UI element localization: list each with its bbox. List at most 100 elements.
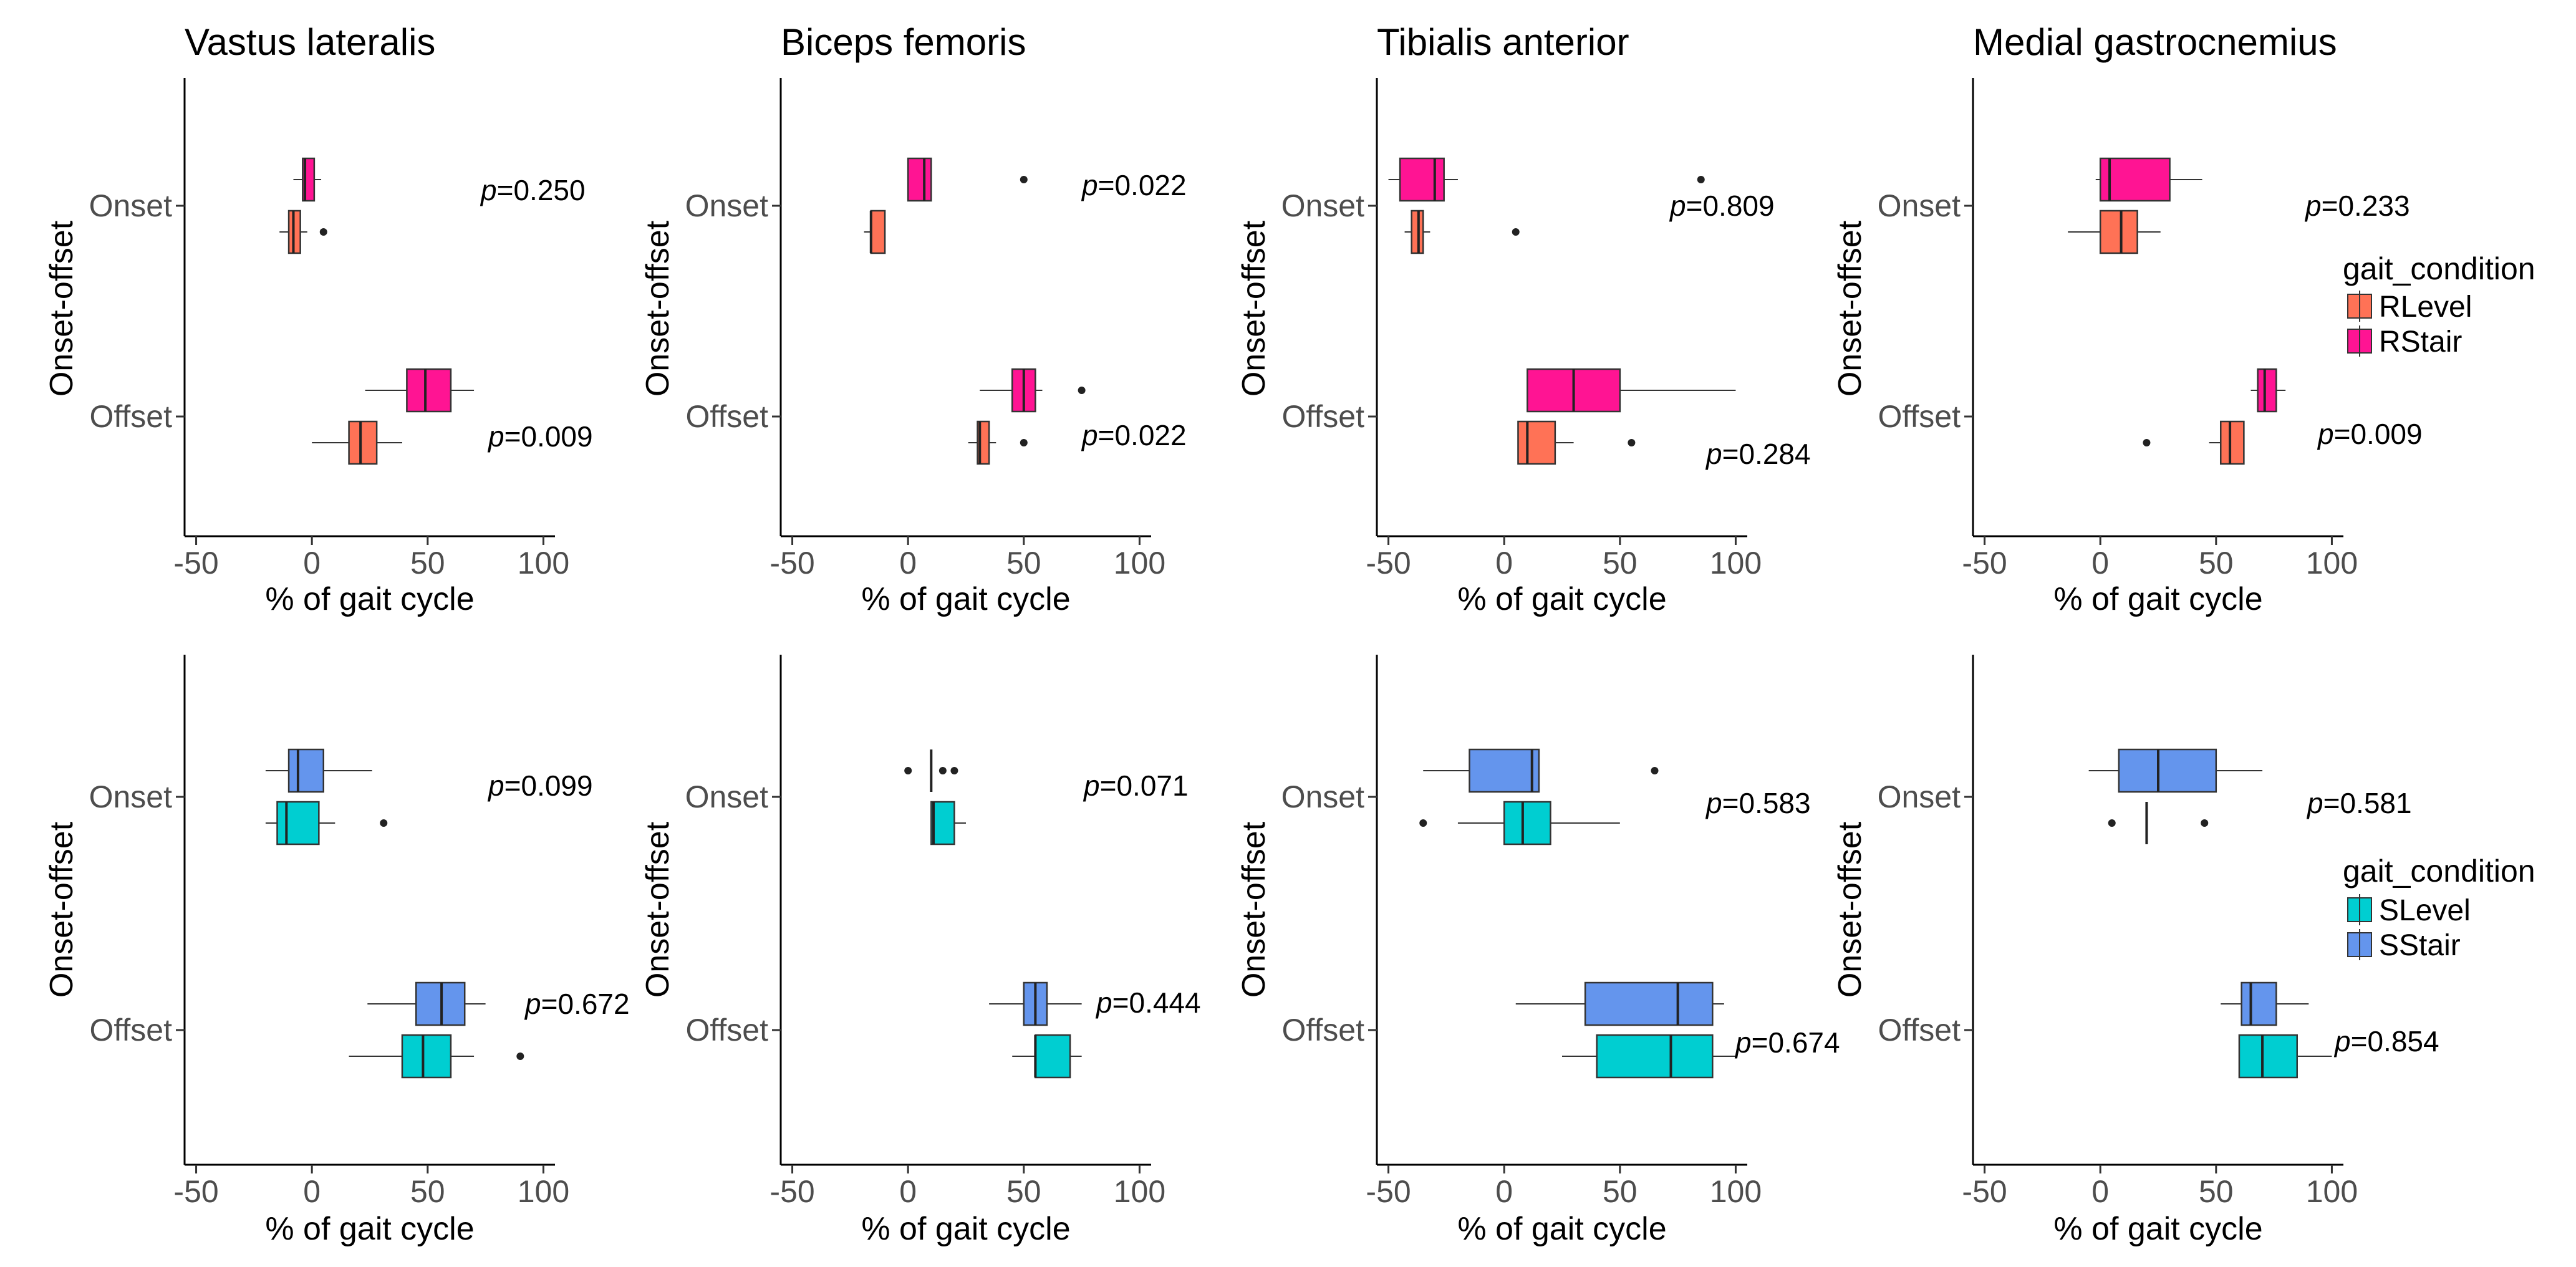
box-iqr xyxy=(2099,210,2138,254)
p-symbol: p xyxy=(1081,419,1098,451)
panel-1-1: -50 0 50 100 % of gait cycle Onset-offset Onse… xyxy=(640,655,1201,1247)
panel-title: Medial gastrocnemius xyxy=(1973,21,2337,63)
y-axis-title: Onset-offset xyxy=(1236,220,1272,397)
x-tick-label: 50 xyxy=(410,1174,445,1209)
x-tick-label: 0 xyxy=(1495,546,1513,581)
outlier-point xyxy=(319,228,327,236)
y-category-label-offset: Offset xyxy=(90,399,173,434)
p-value: =0.022 xyxy=(1098,419,1187,451)
p-value: =0.009 xyxy=(2334,418,2423,450)
box-RStair xyxy=(2250,368,2286,413)
x-tick-label: 0 xyxy=(1495,1174,1513,1209)
p-value-label-offset: p=0.444 xyxy=(1095,986,1201,1019)
x-tick-label: 100 xyxy=(1114,546,1165,581)
outlier-point xyxy=(516,1053,524,1060)
box-iqr xyxy=(1035,1034,1071,1079)
p-value: =0.583 xyxy=(1722,787,1811,819)
y-category-label-onset: Onset xyxy=(1281,779,1365,814)
box-SLevel xyxy=(349,1034,524,1079)
p-symbol: p xyxy=(1095,986,1112,1019)
p-value: =0.099 xyxy=(504,769,593,802)
box-iqr xyxy=(2241,981,2277,1026)
y-category-label-offset: Offset xyxy=(686,1013,769,1048)
box-RStair xyxy=(365,368,475,413)
panel-1-2: -50 0 50 100 % of gait cycle Onset-offset Onse… xyxy=(1236,655,1840,1247)
y-category-label-onset: Onset xyxy=(1878,188,1961,223)
box-SLevel xyxy=(1012,1034,1082,1079)
legend-label: SLevel xyxy=(2379,894,2471,927)
x-axis-title: % of gait cycle xyxy=(861,581,1070,617)
box-SStair xyxy=(367,981,486,1026)
x-tick-label: 100 xyxy=(1710,546,1762,581)
outlier-point xyxy=(2108,819,2116,827)
x-tick-label: -50 xyxy=(1366,1174,1411,1209)
x-tick-label: 50 xyxy=(1603,546,1638,581)
box-RStair xyxy=(2095,157,2202,202)
box-iqr xyxy=(870,210,886,254)
p-symbol: p xyxy=(1083,769,1100,802)
y-category-label-onset: Onset xyxy=(89,779,173,814)
p-symbol: p xyxy=(2333,1025,2351,1057)
panel-0-2: Tibialis anterior -50 0 50 100 % of gait cycl… xyxy=(1236,21,1811,617)
outlier-point xyxy=(2201,819,2209,827)
box-iqr xyxy=(401,1034,452,1079)
legend-label: RStair xyxy=(2379,325,2462,359)
y-category-label-onset: Onset xyxy=(1281,188,1365,223)
x-tick-label: 100 xyxy=(518,1174,569,1209)
p-value-label-offset: p=0.672 xyxy=(524,988,630,1020)
box-iqr xyxy=(276,801,320,845)
p-value: =0.022 xyxy=(1098,169,1187,201)
box-iqr xyxy=(2257,368,2277,413)
p-symbol: p xyxy=(2304,190,2322,222)
panel-title: Biceps femoris xyxy=(781,21,1026,63)
box-SStair xyxy=(2221,981,2309,1026)
outlier-point xyxy=(2143,439,2151,446)
box-SStair xyxy=(1423,748,1659,793)
y-category-label-offset: Offset xyxy=(1282,1013,1365,1048)
box-iqr xyxy=(907,157,932,202)
box-iqr xyxy=(1399,157,1445,202)
y-category-label-onset: Onset xyxy=(685,779,769,814)
box-iqr xyxy=(2238,1034,2298,1079)
box-RLevel xyxy=(2068,210,2161,254)
p-value-label-onset: p=0.233 xyxy=(2304,190,2410,222)
box-SLevel xyxy=(1419,801,1620,845)
panel-1-3: -50 0 50 100 % of gait cycle Onset-offset Onse… xyxy=(1832,655,2439,1247)
box-RLevel xyxy=(1517,420,1636,465)
y-axis-title: Onset-offset xyxy=(44,220,80,397)
p-value-label-onset: p=0.581 xyxy=(2306,787,2412,819)
outlier-point xyxy=(1078,387,1086,394)
x-tick-label: -50 xyxy=(1962,546,2007,581)
p-value-label-offset: p=0.009 xyxy=(487,420,593,453)
legend-title: gait_condition xyxy=(2343,854,2535,889)
box-RStair xyxy=(293,157,322,202)
x-axis-title: % of gait cycle xyxy=(265,1211,474,1247)
x-axis-title: % of gait cycle xyxy=(265,581,474,617)
y-axis-title: Onset-offset xyxy=(1236,821,1272,998)
y-category-label-onset: Onset xyxy=(685,188,769,223)
x-tick-label: -50 xyxy=(173,546,218,581)
box-SStair xyxy=(2088,748,2263,793)
p-value: =0.233 xyxy=(2322,190,2410,222)
outlier-point xyxy=(1020,439,1028,446)
box-iqr xyxy=(1503,801,1551,845)
p-value-label-onset: p=0.809 xyxy=(1669,190,1775,222)
p-value: =0.444 xyxy=(1112,986,1201,1019)
x-tick-label: 0 xyxy=(899,1174,917,1209)
x-tick-label: 0 xyxy=(2091,1174,2109,1209)
box-SStair xyxy=(265,748,372,793)
p-symbol: p xyxy=(2306,787,2323,819)
x-tick-label: 0 xyxy=(303,1174,321,1209)
box-iqr xyxy=(2099,157,2171,202)
p-value: =0.071 xyxy=(1100,769,1189,802)
p-value: =0.672 xyxy=(541,988,630,1020)
x-tick-label: -50 xyxy=(769,1174,814,1209)
box-SStair xyxy=(989,981,1082,1026)
p-value-label-offset: p=0.009 xyxy=(2317,418,2423,450)
panel-1-0: -50 0 50 100 % of gait cycle Onset-offset Onse… xyxy=(44,655,630,1247)
p-value-label-offset: p=0.854 xyxy=(2333,1025,2439,1057)
p-value-label-onset: p=0.022 xyxy=(1081,169,1187,201)
p-symbol: p xyxy=(487,769,504,802)
p-value-label-offset: p=0.022 xyxy=(1081,419,1187,451)
